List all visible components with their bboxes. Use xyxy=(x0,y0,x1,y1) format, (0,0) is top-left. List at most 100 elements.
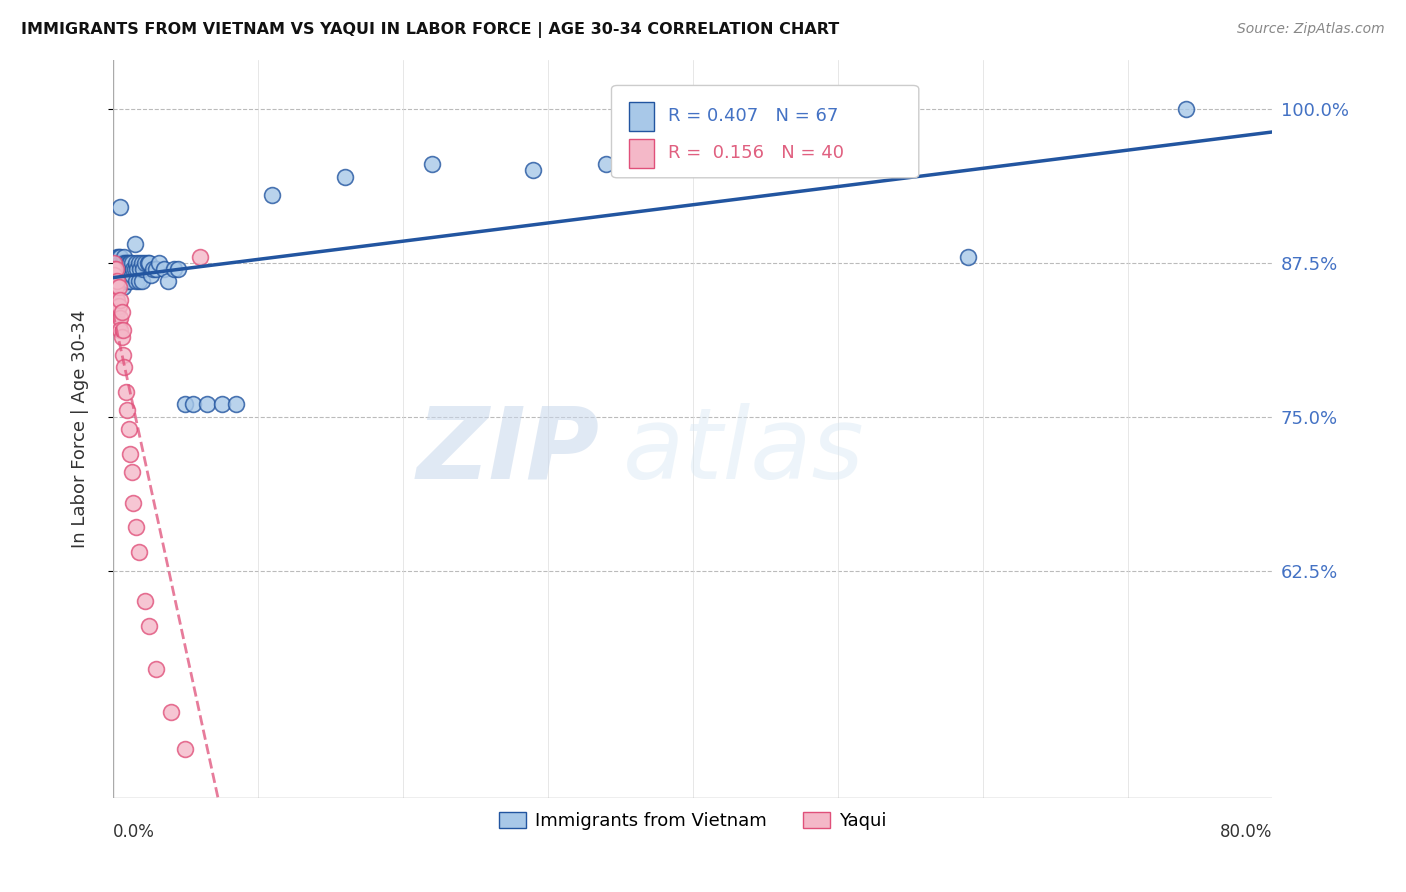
Point xyxy=(138,619,160,633)
Point xyxy=(114,360,136,375)
Point xyxy=(111,348,134,362)
Point xyxy=(125,520,148,534)
Point xyxy=(107,280,129,294)
Point xyxy=(107,299,129,313)
Point xyxy=(118,256,141,270)
Point xyxy=(117,256,139,270)
Point xyxy=(103,268,125,282)
Point xyxy=(103,256,125,270)
Point xyxy=(120,274,142,288)
Point xyxy=(107,250,129,264)
Point xyxy=(103,280,125,294)
Point xyxy=(128,256,150,270)
Point xyxy=(111,280,134,294)
Point xyxy=(110,305,132,319)
Point xyxy=(134,594,156,608)
Point xyxy=(160,705,183,719)
Point xyxy=(124,261,146,276)
Point xyxy=(167,261,190,276)
Text: ZIP: ZIP xyxy=(418,402,600,500)
Point xyxy=(134,256,156,270)
Point xyxy=(957,250,980,264)
Point xyxy=(108,200,131,214)
Point xyxy=(225,397,247,411)
Text: 80.0%: 80.0% xyxy=(1220,823,1272,841)
Text: R =  0.156   N = 40: R = 0.156 N = 40 xyxy=(668,145,845,162)
Point xyxy=(122,261,145,276)
Point xyxy=(262,188,284,202)
Point xyxy=(103,293,125,307)
Point xyxy=(108,311,131,326)
Point xyxy=(1174,102,1197,116)
Point xyxy=(115,384,138,399)
Point xyxy=(103,274,125,288)
FancyBboxPatch shape xyxy=(628,138,654,169)
Point xyxy=(105,256,128,270)
Point xyxy=(104,268,127,282)
Point xyxy=(142,261,165,276)
Point xyxy=(103,256,125,270)
Point xyxy=(105,274,128,288)
Point xyxy=(103,261,125,276)
Point xyxy=(104,293,127,307)
Point xyxy=(105,250,128,264)
Point xyxy=(104,318,127,332)
FancyBboxPatch shape xyxy=(628,102,654,131)
Text: Source: ZipAtlas.com: Source: ZipAtlas.com xyxy=(1237,22,1385,37)
Point xyxy=(115,268,138,282)
Point xyxy=(121,256,143,270)
Point xyxy=(131,274,153,288)
Legend: Immigrants from Vietnam, Yaqui: Immigrants from Vietnam, Yaqui xyxy=(492,805,894,838)
Point xyxy=(105,293,128,307)
Point xyxy=(104,280,127,294)
Point xyxy=(420,157,443,171)
Text: IMMIGRANTS FROM VIETNAM VS YAQUI IN LABOR FORCE | AGE 30-34 CORRELATION CHART: IMMIGRANTS FROM VIETNAM VS YAQUI IN LABO… xyxy=(21,22,839,38)
Point xyxy=(117,274,139,288)
Point xyxy=(118,268,141,282)
Point xyxy=(522,163,544,178)
Point xyxy=(156,274,179,288)
Point xyxy=(105,305,128,319)
Point xyxy=(148,256,170,270)
Point xyxy=(107,274,129,288)
Point xyxy=(145,662,167,676)
Point xyxy=(105,268,128,282)
Point xyxy=(107,318,129,332)
Text: atlas: atlas xyxy=(623,402,865,500)
Point xyxy=(110,261,132,276)
Point xyxy=(131,256,153,270)
Point xyxy=(120,447,142,461)
Point xyxy=(333,169,356,184)
Point xyxy=(108,250,131,264)
Point xyxy=(115,256,138,270)
Point xyxy=(181,397,204,411)
Point xyxy=(139,268,162,282)
Point xyxy=(138,256,160,270)
Point xyxy=(128,545,150,559)
Point xyxy=(104,261,127,276)
Point xyxy=(145,261,167,276)
Text: R = 0.407   N = 67: R = 0.407 N = 67 xyxy=(668,107,839,126)
Point xyxy=(128,274,150,288)
Point xyxy=(121,268,143,282)
Point xyxy=(107,256,129,270)
Point xyxy=(211,397,233,411)
Point xyxy=(114,250,136,264)
Point xyxy=(124,237,146,252)
Point xyxy=(103,261,125,276)
Point xyxy=(174,742,197,756)
FancyBboxPatch shape xyxy=(612,86,918,178)
Point xyxy=(108,256,131,270)
Point xyxy=(136,256,159,270)
Point xyxy=(188,250,211,264)
Point xyxy=(163,261,186,276)
Point xyxy=(111,323,134,337)
Point xyxy=(104,256,127,270)
Y-axis label: In Labor Force | Age 30-34: In Labor Force | Age 30-34 xyxy=(72,310,89,549)
Point xyxy=(111,261,134,276)
Point xyxy=(595,157,617,171)
Point xyxy=(118,422,141,436)
Text: 0.0%: 0.0% xyxy=(112,823,155,841)
Point xyxy=(125,256,148,270)
Point xyxy=(121,465,143,479)
